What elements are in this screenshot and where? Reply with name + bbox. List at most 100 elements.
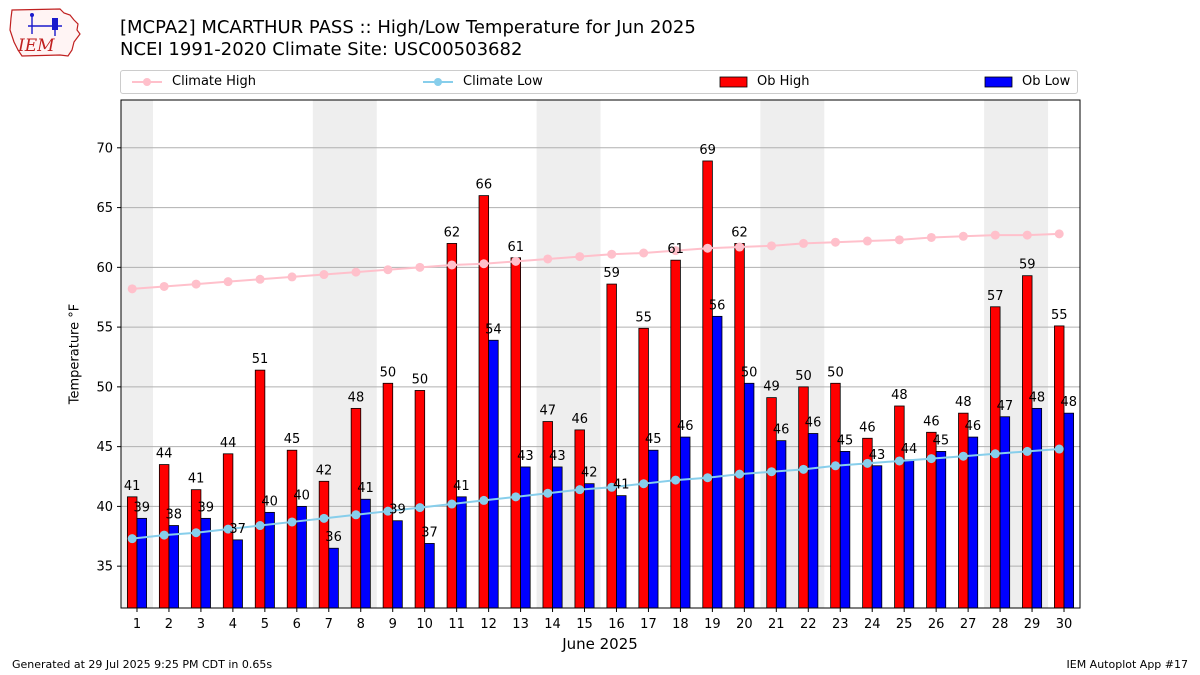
climate-high-point (990, 230, 1000, 240)
ob-low-bar (584, 483, 595, 609)
ob-low-bar-label: 39 (134, 500, 151, 515)
plot-frame (120, 99, 1081, 609)
climate-low-point (191, 528, 201, 538)
chart-subtitle: NCEI 1991-2020 Climate Site: USC00503682 (120, 39, 523, 60)
ob-high-bar (1054, 325, 1065, 609)
x-tick-label: 16 (608, 617, 625, 632)
ob-low-bar-label: 43 (549, 449, 566, 464)
climate-low-point (127, 534, 137, 544)
ob-low-bar-label: 39 (197, 500, 214, 515)
iem-logo: IEM (9, 8, 81, 57)
ob-low-bar (552, 466, 563, 609)
ob-high-bar (830, 382, 841, 609)
climate-low-point (607, 482, 617, 492)
ob-low-bar (136, 517, 147, 609)
climate-low-point (447, 499, 457, 509)
ob-high-bar (446, 243, 458, 609)
climate-high-point (223, 277, 233, 287)
climate-high-point (159, 281, 169, 291)
climate-low-point (159, 530, 169, 540)
climate-low-point (703, 473, 713, 483)
ob-low-bar (999, 416, 1011, 609)
x-tick-label: 9 (389, 617, 397, 632)
ob-high-bar (702, 160, 713, 609)
ob-high-bar (574, 429, 585, 609)
ob-high-bar-label: 48 (348, 390, 365, 405)
ob-low-bar (488, 339, 499, 609)
climate-low-line (132, 448, 1060, 540)
x-tick-label: 26 (928, 617, 945, 632)
ob-high-bar-label: 50 (827, 365, 844, 380)
ob-low-bar-label: 41 (357, 481, 374, 496)
ob-low-bar (967, 436, 979, 609)
climate-high-point (543, 254, 553, 264)
ob-high-bar-label: 45 (284, 432, 301, 447)
climate-high-point (926, 232, 936, 242)
ob-high-bar (894, 405, 905, 609)
climate-low-point (926, 454, 936, 464)
climate-high-point (862, 236, 872, 246)
ob-low-bar-label: 50 (741, 365, 758, 380)
ob-low-bar-label: 42 (581, 466, 598, 481)
x-tick-label: 12 (480, 617, 497, 632)
ob-high-bar (254, 369, 266, 609)
x-tick-label: 28 (992, 617, 1009, 632)
ob-low-bar (903, 459, 915, 609)
ob-high-bar-label: 46 (923, 414, 940, 429)
x-tick-label: 23 (832, 617, 849, 632)
ob-high-bar-label: 57 (987, 289, 1004, 304)
ob-low-bar (360, 498, 371, 609)
climate-high-point (447, 260, 457, 270)
ob-high-bar (734, 243, 745, 609)
ob-high-bar-label: 41 (124, 479, 141, 494)
x-tick-label: 24 (864, 617, 881, 632)
x-tick-label: 18 (672, 617, 689, 632)
climate-high-point (127, 284, 137, 294)
x-tick-label: 2 (165, 617, 173, 632)
x-tick-label: 20 (736, 617, 753, 632)
climate-low-point (383, 506, 393, 516)
climate-low-point (639, 479, 649, 489)
chart-title: [MCPA2] MCARTHUR PASS :: High/Low Temper… (120, 17, 696, 38)
legend-item-climate-high: Climate High (132, 74, 256, 89)
climate-low-point (735, 469, 745, 479)
ob-high-bar-label: 41 (188, 472, 205, 487)
ob-high-bar (670, 259, 681, 609)
climate-high-point (639, 248, 649, 258)
climate-high-point (958, 231, 968, 241)
ob-low-bar-label: 39 (389, 503, 406, 518)
x-tick-label: 29 (1024, 617, 1041, 632)
x-tick-label: 14 (544, 617, 561, 632)
ob-low-bar (616, 495, 627, 609)
ob-low-bar (871, 465, 883, 609)
x-tick-label: 21 (768, 617, 785, 632)
ob-low-bar (839, 451, 851, 609)
x-tick-label: 6 (293, 617, 301, 632)
y-tick-label: 50 (96, 380, 113, 395)
climate-low-point (990, 449, 1000, 459)
climate-low-point (255, 521, 265, 531)
ob-low-bar (807, 433, 819, 609)
ob-high-bar-label: 61 (667, 242, 684, 257)
ob-low-bar-label: 38 (165, 508, 182, 523)
climate-low-point (830, 461, 840, 471)
ob-high-bar-label: 59 (603, 266, 620, 281)
ob-low-bar (711, 315, 723, 609)
ob-low-bar-label: 40 (261, 494, 278, 509)
legend-label: Climate Low (463, 74, 543, 89)
climate-low-point (351, 510, 361, 520)
ob-low-bar (424, 543, 435, 609)
chart-legend: Climate High Climate Low Ob High Ob Low (120, 70, 1078, 94)
ob-low-bar-label: 48 (1029, 390, 1046, 405)
climate-high-point (735, 242, 745, 252)
climate-high-point (894, 235, 904, 245)
climate-low-point (1022, 446, 1032, 456)
climate-high-point (767, 241, 777, 251)
x-tick-label: 11 (448, 617, 465, 632)
ob-low-bar-label: 45 (837, 433, 854, 448)
logo-text: IEM (17, 36, 55, 56)
climate-high-point (703, 243, 713, 253)
legend-label: Ob High (757, 74, 810, 89)
climate-low-point (479, 495, 489, 505)
